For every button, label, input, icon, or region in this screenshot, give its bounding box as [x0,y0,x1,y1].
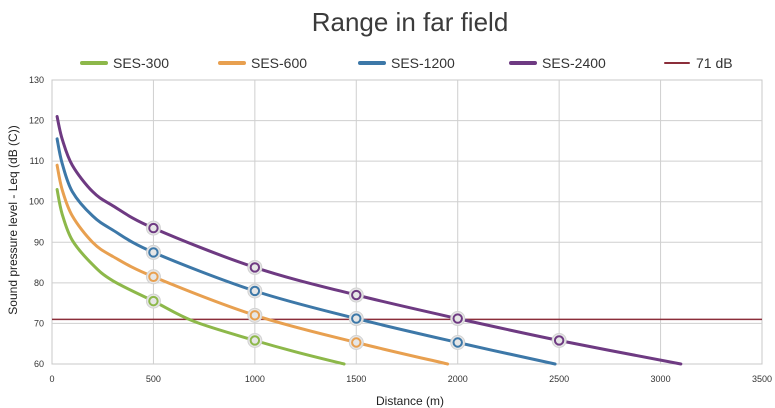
y-tick-label: 130 [29,75,44,85]
data-point-ses-2400 [348,287,364,303]
legend-label: SES-300 [113,55,169,71]
series-line-ses-600 [55,163,450,366]
data-point-ses-600 [145,269,161,285]
data-point-ses-600 [247,307,263,323]
data-point-ses-300 [145,293,161,309]
x-tick-label: 2500 [549,374,569,384]
legend-label: SES-2400 [542,55,606,71]
grid [51,79,763,365]
series-line-ses-300 [55,188,346,366]
chart-title: Range in far field [312,7,509,37]
y-tick-label: 100 [29,197,44,207]
legend-item-ses-300: SES-300 [80,55,169,71]
y-tick-label: 80 [34,278,44,288]
legend-item-71-db: 71 dB [664,55,733,71]
y-axis-ticks: 60 70 80 90 100 110 120 130 [29,75,44,369]
legend-label: SES-600 [251,55,307,71]
data-point-ses-1200 [247,283,263,299]
x-tick-label: 0 [49,374,54,384]
x-tick-label: 1500 [346,374,366,384]
data-point-ses-2400 [145,220,161,236]
y-tick-label: 60 [34,359,44,369]
legend-label: 71 dB [696,55,733,71]
x-axis-label: Distance (m) [376,394,444,408]
y-tick-label: 110 [30,156,44,166]
data-point-ses-1200 [348,311,364,327]
data-point-ses-2400 [450,311,466,327]
x-tick-label: 3000 [651,374,671,384]
data-point-ses-1200 [450,334,466,350]
legend-item-ses-2400: SES-2400 [509,55,606,71]
y-tick-label: 120 [29,116,44,126]
y-axis-label: Sound pressure level - Leq (dB (C)) [6,125,20,314]
legend-label: SES-1200 [391,55,455,71]
x-tick-label: 1000 [245,374,265,384]
series-line-ses-2400 [55,115,683,366]
y-tick-label: 90 [34,237,44,247]
legend-item-ses-1200: SES-1200 [358,55,455,71]
legend: SES-300 SES-600 SES-1200 SES-2400 71 dB [80,55,733,71]
data-point-ses-2400 [247,259,263,275]
x-tick-label: 500 [146,374,161,384]
x-axis-ticks: 0 500 1000 1500 2000 2500 3000 3500 [49,374,772,384]
data-point-ses-2400 [551,332,567,348]
x-tick-label: 3500 [752,374,772,384]
markers-group [145,220,567,350]
series-group [55,115,683,366]
y-tick-label: 70 [34,318,44,328]
x-tick-label: 2000 [448,374,468,384]
data-point-ses-300 [247,332,263,348]
legend-item-ses-600: SES-600 [218,55,307,71]
plot-area [51,79,763,365]
data-point-ses-600 [348,334,364,350]
data-point-ses-1200 [145,244,161,260]
